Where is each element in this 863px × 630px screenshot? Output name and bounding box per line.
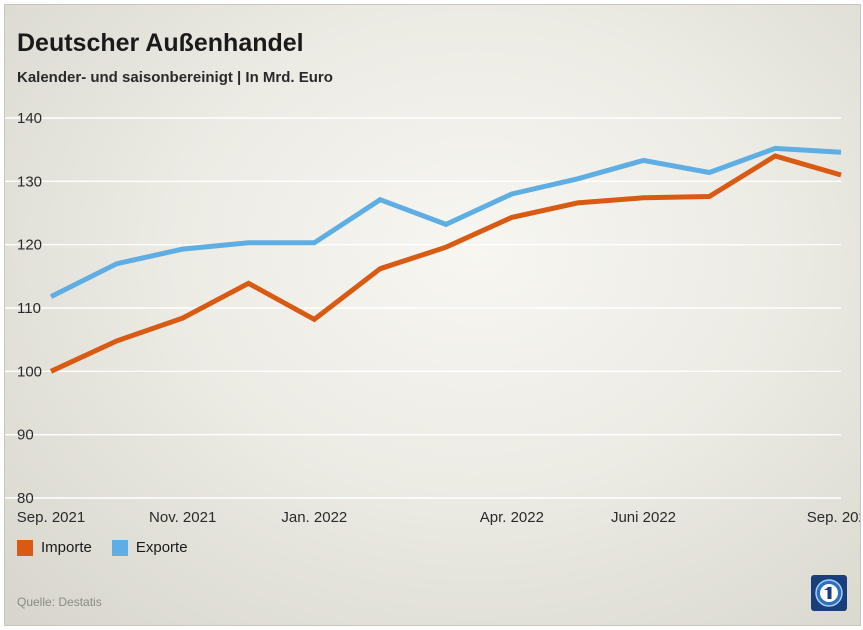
x-tick-label: Apr. 2022 — [480, 509, 544, 525]
y-tick-label-130: 130 — [17, 173, 42, 190]
importe-swatch — [17, 539, 33, 556]
source-note: Quelle: Destatis — [17, 595, 102, 609]
exporte-swatch — [111, 539, 128, 556]
chart-legend: Importe Exporte — [17, 539, 188, 556]
x-tick-label: Sep. 2022 — [807, 509, 860, 525]
broadcaster-logo — [811, 575, 847, 611]
y-tick-label-140: 140 — [17, 110, 42, 127]
x-tick-label: Nov. 2021 — [149, 509, 216, 525]
legend-label-importe: Importe — [41, 539, 92, 556]
logo-icon — [815, 579, 843, 607]
legend-item-importe: Importe — [17, 539, 92, 556]
line-chart: 80 90 100 110 120 130 140 Sep. 2021 Nov. 2021 Jan… — [5, 110, 860, 525]
chart-title: Deutscher Außenhandel — [17, 29, 304, 57]
y-tick-label-80: 80 — [17, 490, 34, 507]
y-tick-label-110: 110 — [17, 300, 41, 317]
chart-card: Deutscher Außenhandel Kalender- und sais… — [4, 4, 861, 626]
y-tick-label-120: 120 — [17, 237, 42, 254]
legend-item-exporte: Exporte — [111, 539, 188, 556]
series-line-exporte — [49, 145, 842, 299]
series-line-importe — [49, 153, 842, 374]
x-tick-label: Sep. 2021 — [17, 509, 85, 525]
y-tick-label-100: 100 — [17, 363, 42, 380]
x-tick-label: Juni 2022 — [611, 509, 676, 525]
chart-subtitle: Kalender- und saisonbereinigt | In Mrd. … — [17, 69, 333, 86]
legend-label-exporte: Exporte — [135, 539, 188, 556]
y-tick-label-90: 90 — [17, 427, 34, 444]
x-tick-label: Jan. 2022 — [281, 509, 347, 525]
